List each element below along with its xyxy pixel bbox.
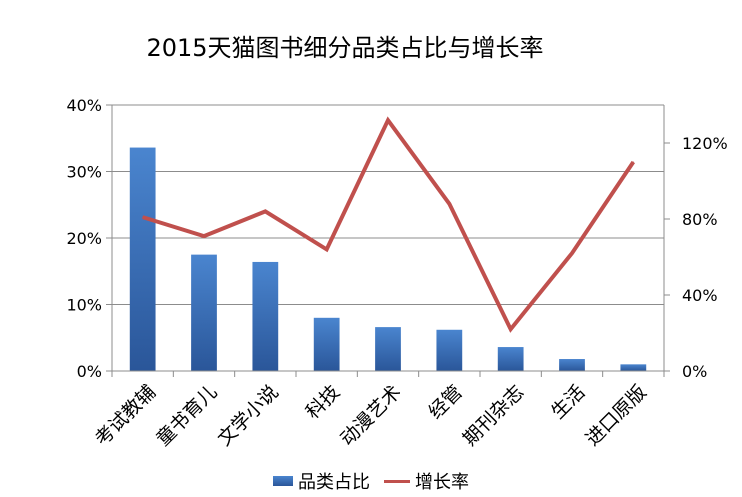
category-label: 文学小说 — [214, 381, 283, 450]
bar — [559, 359, 585, 371]
bar — [191, 254, 217, 371]
right-tick-label: 40% — [682, 286, 718, 305]
category-label: 科技 — [302, 381, 344, 423]
category-label: 经管 — [424, 381, 466, 423]
right-axis-ticks: 0% 40% 80% 120% — [664, 134, 728, 381]
line-series — [142, 116, 635, 333]
legend-swatch-bar — [273, 476, 293, 486]
line-point — [264, 210, 266, 212]
category-label: 生活 — [547, 381, 589, 423]
line-point — [203, 235, 205, 237]
bar — [375, 327, 401, 371]
bar — [436, 329, 463, 371]
left-axis-ticks: 0% 10% 20% 30% 40% — [66, 96, 112, 381]
line-point — [571, 252, 573, 254]
legend-label-line: 增长率 — [415, 472, 469, 493]
line-point — [448, 203, 450, 205]
left-tick-label: 40% — [66, 96, 102, 115]
bar — [129, 147, 156, 371]
bar — [497, 347, 524, 371]
bar — [252, 261, 279, 371]
category-label: 进口原版 — [582, 381, 651, 450]
right-tick-label: 120% — [682, 134, 728, 153]
left-tick-label: 20% — [66, 229, 102, 248]
category-label: 考试教辅 — [91, 381, 160, 450]
bar — [620, 364, 647, 371]
combo-chart: 0% 10% 20% 30% 40% 0% 40% 80% 120% 考试教辅童书育儿文学小说… — [66, 96, 728, 450]
chart-title: 2015天猫图书细分品类占比与增长率 — [146, 34, 544, 62]
left-tick-label: 30% — [66, 163, 102, 182]
category-label: 动漫艺术 — [336, 381, 405, 450]
legend-item-bar: 品类占比 — [273, 468, 370, 494]
bar — [313, 317, 340, 371]
legend-item-line: 增长率 — [384, 468, 469, 494]
legend-swatch-line — [384, 479, 410, 483]
right-tick-label: 0% — [682, 362, 707, 381]
right-tick-label: 80% — [682, 210, 718, 229]
line-point — [142, 216, 144, 218]
line-point — [632, 161, 634, 163]
legend: 品类占比 增长率 — [0, 468, 742, 494]
line-point — [387, 119, 389, 121]
left-tick-label: 0% — [77, 362, 102, 381]
line-point — [510, 328, 512, 330]
legend-label-bar: 品类占比 — [298, 472, 370, 493]
category-label: 期刊杂志 — [459, 381, 528, 450]
left-tick-label: 10% — [66, 296, 102, 315]
category-label: 童书育儿 — [152, 381, 221, 450]
bar-series — [129, 147, 647, 371]
line-point — [326, 248, 328, 250]
